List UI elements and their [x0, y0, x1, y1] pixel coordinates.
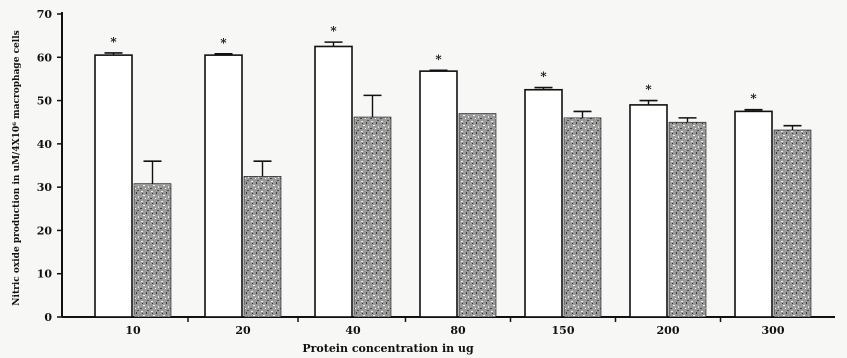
- significance-marker: *: [110, 35, 117, 49]
- significance-marker: *: [645, 83, 652, 97]
- significance-marker: *: [750, 92, 757, 106]
- bar: [563, 117, 602, 318]
- y-tick-label: 60: [37, 51, 53, 64]
- y-tick-label: 50: [37, 95, 53, 108]
- bar: [314, 45, 353, 318]
- x-tick-label: 80: [450, 324, 466, 337]
- significance-marker: *: [220, 36, 227, 50]
- bar: [419, 70, 458, 318]
- x-tick-label: 300: [762, 324, 785, 337]
- x-tick-label: 10: [125, 324, 141, 337]
- bar: [133, 183, 172, 318]
- y-tick-label: 0: [44, 311, 52, 324]
- significance-marker: *: [330, 24, 337, 38]
- bar: [204, 54, 243, 318]
- bar: [734, 110, 773, 318]
- x-tick-label: 200: [657, 324, 680, 337]
- y-tick-label: 40: [37, 138, 53, 151]
- y-axis-title: Nitric oxide production in uM/4X10⁶ macr…: [12, 30, 22, 305]
- bar: [668, 121, 707, 318]
- y-tick-label: 10: [37, 268, 53, 281]
- bar: [458, 113, 497, 318]
- x-tick-label: 40: [345, 324, 361, 337]
- bar: [353, 116, 392, 318]
- x-tick-label: 150: [552, 324, 575, 337]
- x-axis-title: Protein concentration in ug: [302, 342, 474, 355]
- bar: [524, 88, 563, 318]
- bar: [94, 54, 133, 318]
- x-tick-label: 20: [235, 324, 251, 337]
- y-tick-label: 20: [37, 224, 53, 237]
- bar: [773, 129, 812, 318]
- y-tick-label: 70: [37, 8, 53, 21]
- significance-marker: *: [435, 52, 442, 66]
- y-tick-label: 30: [37, 181, 53, 194]
- bar: [243, 176, 282, 318]
- significance-marker: *: [540, 70, 547, 84]
- bar: [629, 104, 668, 318]
